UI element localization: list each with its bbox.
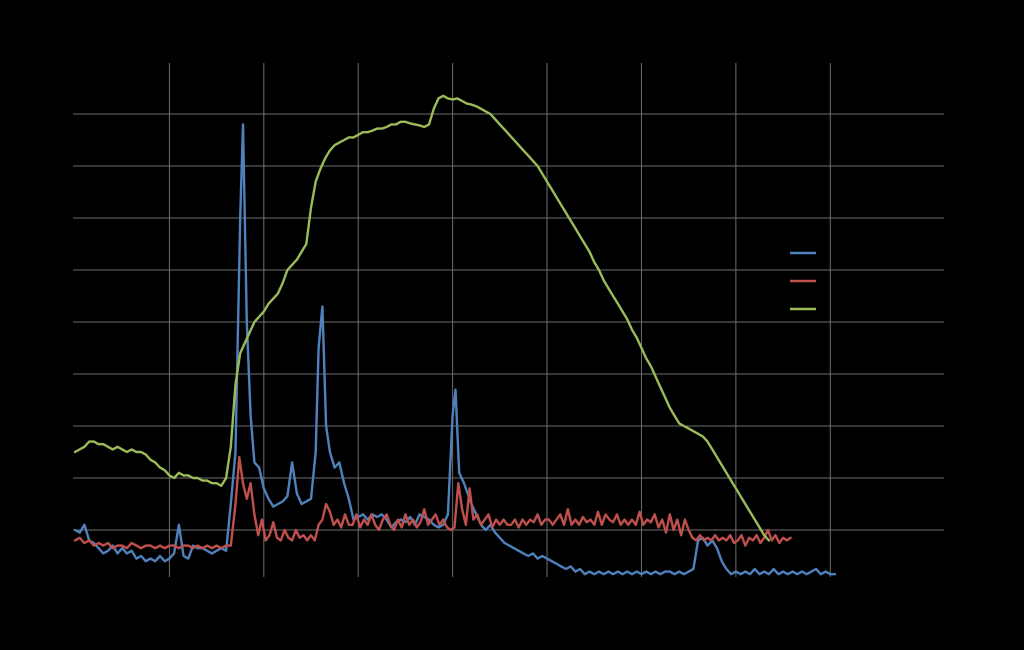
horizontal-gridlines <box>73 113 944 531</box>
series-line-2 <box>73 456 792 550</box>
vertical-gridlines <box>168 63 831 577</box>
series-layer <box>73 94 837 576</box>
legend <box>790 251 816 311</box>
series-line-1 <box>73 123 837 576</box>
series-line-3 <box>73 94 771 542</box>
